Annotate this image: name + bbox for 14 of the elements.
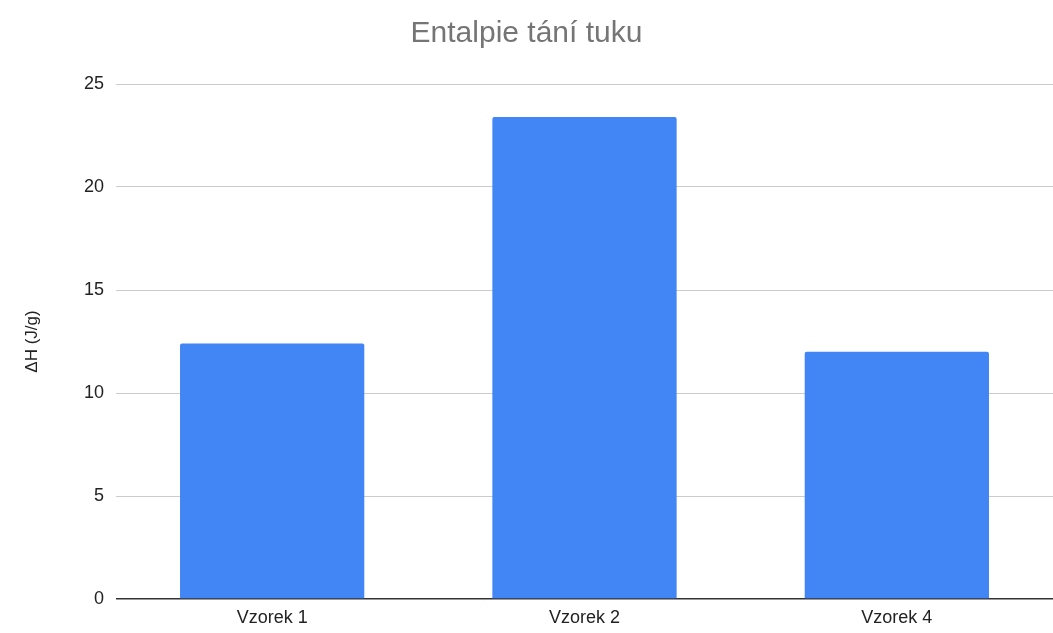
bar [180, 343, 365, 599]
x-tick-label: Vzorek 4 [861, 606, 933, 627]
y-tick-label: 0 [93, 587, 104, 608]
bar [804, 351, 989, 599]
y-axis-title: ΔH (J/g) [21, 310, 41, 373]
x-tick-label: Vzorek 1 [236, 606, 308, 627]
y-tick-label: 20 [83, 175, 104, 196]
y-tick-label: 10 [83, 381, 104, 402]
bar [492, 116, 677, 599]
y-tick-label: 25 [83, 72, 104, 93]
y-tick-label: 5 [93, 484, 104, 505]
chart-title: Entalpie tání tuku [410, 15, 643, 49]
y-tick-label: 15 [83, 278, 104, 299]
x-tick-label: Vzorek 2 [548, 606, 621, 627]
